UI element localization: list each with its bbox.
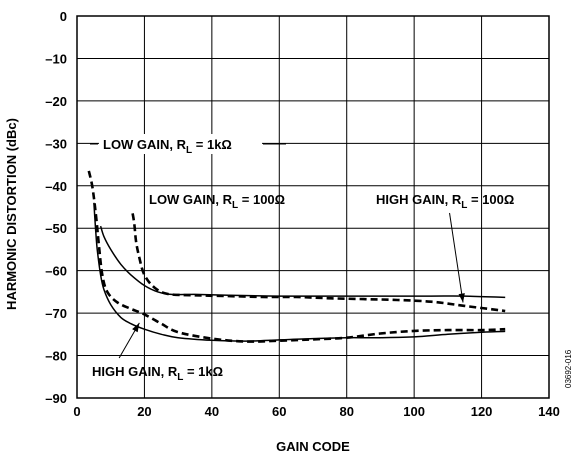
annotation-low-gain-1k-bg <box>99 134 262 154</box>
x-tick-label: 100 <box>403 404 425 419</box>
series-high-gain-1k <box>93 202 506 342</box>
y-tick-label: –50 <box>45 221 67 236</box>
y-tick-label: –80 <box>45 349 67 364</box>
annotation-subscript: L <box>461 200 467 211</box>
series-high-gain-100 <box>99 225 506 299</box>
annotation-text: LOW GAIN, R <box>103 137 187 152</box>
y-tick-labels: 0 –10 –20 –30 –40 –50 –60 –70 –80 –90 <box>45 9 67 406</box>
annotation-text: LOW GAIN, R <box>149 192 233 207</box>
annotation-value: = 100Ω <box>238 192 285 207</box>
y-tick-label: –90 <box>45 391 67 406</box>
y-axis-label: HARMONIC DISTORTION (dBc) <box>4 118 19 310</box>
annotation-value: = 1kΩ <box>192 137 232 152</box>
grid <box>77 16 549 398</box>
annotation-high-gain-1k: HIGH GAIN, RL = 1kΩ <box>92 364 223 383</box>
x-tick-label: 140 <box>538 404 560 419</box>
annotation-value: = 100Ω <box>467 192 514 207</box>
leader-high-gain-100-arrowhead <box>458 293 465 303</box>
y-tick-label: –40 <box>45 179 67 194</box>
figure-code: 03692-016 <box>564 349 573 388</box>
x-tick-label: 20 <box>137 404 151 419</box>
series-lines <box>87 170 506 343</box>
y-tick-label: –10 <box>45 51 67 66</box>
annotation-subscript: L <box>177 372 183 383</box>
y-tick-label: –30 <box>45 136 67 151</box>
x-tick-label: 0 <box>73 404 80 419</box>
annotation-value: = 1kΩ <box>183 364 223 379</box>
series-low-gain-1k <box>87 170 506 343</box>
annotation-low-gain-100: LOW GAIN, RL = 100Ω <box>149 192 285 211</box>
annotation-subscript: L <box>232 200 238 211</box>
leader-high-gain-100 <box>449 212 464 303</box>
x-tick-label: 80 <box>339 404 353 419</box>
x-axis-label: GAIN CODE <box>276 439 350 454</box>
x-tick-labels: 0 20 40 60 80 100 120 140 <box>73 404 559 419</box>
plot-frame <box>76 15 550 399</box>
x-tick-label: 40 <box>205 404 219 419</box>
annotation-text: HIGH GAIN, R <box>92 364 178 379</box>
x-tick-label: 120 <box>471 404 493 419</box>
annotation-subscript: L <box>186 145 192 156</box>
x-tick-label: 60 <box>272 404 286 419</box>
annotation-leaders <box>90 143 465 359</box>
y-tick-label: –20 <box>45 94 67 109</box>
leader-high-gain-1k-arrowhead <box>132 322 140 333</box>
y-tick-label: 0 <box>60 9 67 24</box>
y-tick-label: –60 <box>45 264 67 279</box>
annotation-high-gain-100: HIGH GAIN, RL = 100Ω <box>376 192 514 211</box>
y-tick-label: –70 <box>45 306 67 321</box>
annotation-text: HIGH GAIN, R <box>376 192 462 207</box>
annotation-low-gain-1k: LOW GAIN, RL = 1kΩ <box>103 137 232 156</box>
series-low-gain-100 <box>131 213 506 313</box>
